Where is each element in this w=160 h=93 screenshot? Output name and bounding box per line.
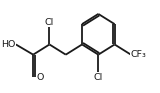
Text: O: O bbox=[36, 73, 44, 82]
Text: HO: HO bbox=[1, 40, 16, 49]
Text: Cl: Cl bbox=[94, 73, 103, 82]
Text: CF₃: CF₃ bbox=[131, 50, 147, 59]
Text: Cl: Cl bbox=[45, 18, 54, 27]
